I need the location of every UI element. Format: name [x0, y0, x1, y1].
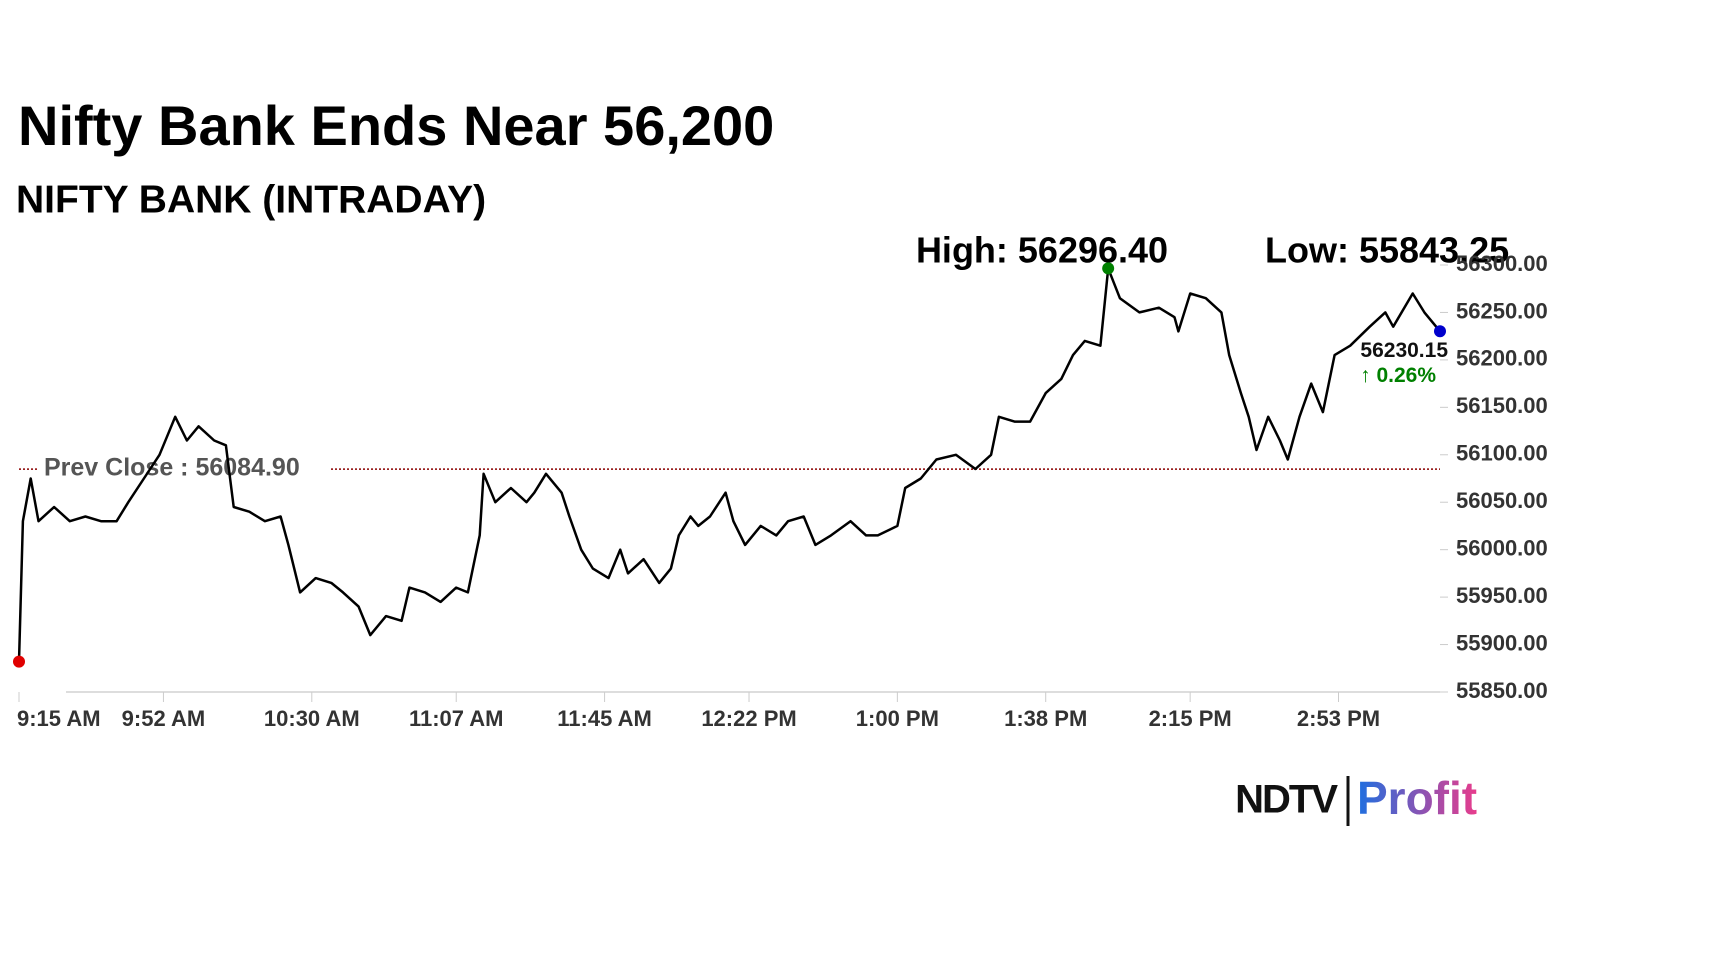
last-value-label: 56230.15: [1360, 339, 1448, 362]
y-tick-label: 56100.00: [1456, 441, 1548, 466]
price-line: [17, 267, 1441, 662]
x-tick-label: 12:22 PM: [701, 706, 796, 731]
chart-title: Nifty Bank Ends Near 56,200: [18, 94, 774, 157]
x-tick-label: 11:07 AM: [409, 706, 504, 731]
x-tick-label: 9:15 AM: [17, 706, 101, 731]
reference-label-bg: [38, 454, 330, 485]
x-tick-label: 9:52 AM: [122, 706, 206, 731]
y-tick-label: 55850.00: [1456, 678, 1548, 703]
x-tick-label: 2:53 PM: [1297, 706, 1380, 731]
x-tick-label: 1:00 PM: [856, 706, 939, 731]
y-tick-label: 56150.00: [1456, 393, 1548, 418]
logo-ndtv: NDTV: [1235, 778, 1338, 822]
y-tick-label: 56300.00: [1456, 251, 1548, 276]
logo-profit: Profit: [1357, 772, 1477, 824]
y-tick-label: 56200.00: [1456, 346, 1548, 371]
start-dot: [13, 655, 25, 668]
y-tick-label: 55950.00: [1456, 583, 1548, 608]
high-dot: [1102, 262, 1115, 275]
chart-subtitle: NIFTY BANK (INTRADAY): [16, 178, 486, 221]
y-tick-label: 56050.00: [1456, 488, 1548, 513]
end-dot: [1434, 325, 1446, 338]
x-tick-label: 10:30 AM: [264, 706, 360, 731]
x-tick-label: 2:15 PM: [1149, 706, 1232, 731]
y-tick-label: 56250.00: [1456, 298, 1548, 323]
change-label: ↑ 0.26%: [1360, 364, 1436, 387]
y-tick-label: 55900.00: [1456, 630, 1548, 655]
reference-label: Prev Close : 56084.90: [44, 454, 300, 482]
y-tick-label: 56000.00: [1456, 535, 1548, 560]
high-label: High: 56296.40: [916, 230, 1168, 271]
x-tick-label: 11:45 AM: [557, 706, 652, 731]
x-tick-label: 1:38 PM: [1004, 706, 1087, 731]
low-label: Low: 55843.25: [1265, 230, 1509, 271]
